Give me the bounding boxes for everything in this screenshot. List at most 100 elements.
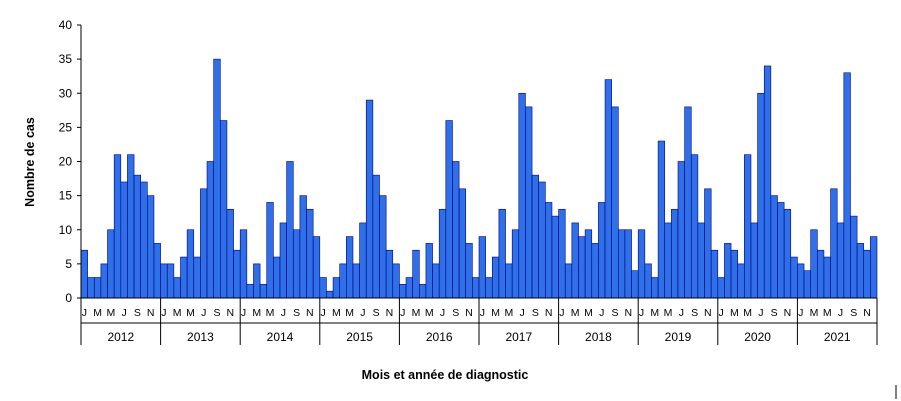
bar	[511, 229, 520, 299]
bar	[684, 106, 692, 299]
bar	[611, 106, 619, 299]
bar	[850, 215, 858, 299]
y-tick-label: 30	[59, 86, 73, 100]
year-label: 2015	[346, 330, 373, 344]
bar	[810, 229, 818, 299]
bar	[319, 277, 327, 299]
bar	[465, 243, 473, 299]
bar	[266, 202, 274, 299]
month-label: S	[213, 307, 220, 319]
year-label: 2020	[744, 330, 771, 344]
month-label: S	[373, 307, 380, 319]
bar	[863, 249, 871, 299]
bar	[617, 229, 626, 299]
bars	[80, 58, 878, 299]
month-label: M	[266, 307, 275, 319]
month-label: M	[504, 307, 513, 319]
bar	[458, 188, 467, 299]
bar	[843, 72, 851, 299]
bar	[120, 181, 128, 299]
month-label: M	[106, 307, 115, 319]
bar	[438, 208, 447, 299]
month-label: J	[599, 307, 604, 319]
y-tick-label: 5	[65, 257, 72, 271]
y-tick-label: 40	[59, 18, 73, 32]
bar	[717, 277, 725, 299]
month-label: J	[201, 307, 206, 319]
month-label: J	[121, 307, 126, 319]
bar	[166, 263, 175, 299]
month-label: M	[425, 307, 434, 319]
bar	[299, 195, 307, 299]
bar	[797, 263, 805, 299]
bar	[624, 229, 632, 299]
bar	[830, 188, 838, 299]
bar	[856, 243, 865, 299]
bar	[432, 263, 440, 299]
month-label: N	[704, 307, 712, 319]
bar	[578, 236, 586, 299]
bar	[93, 277, 102, 299]
bar	[80, 249, 88, 299]
month-label: J	[519, 307, 524, 319]
bar	[445, 120, 453, 299]
bar	[87, 277, 95, 299]
bar	[233, 249, 241, 299]
bar	[525, 106, 533, 299]
bar	[200, 188, 208, 299]
bar	[485, 277, 493, 299]
bar	[564, 263, 573, 299]
month-label: M	[491, 307, 500, 319]
month-label: M	[345, 307, 354, 319]
bar	[538, 181, 546, 299]
bar	[816, 249, 825, 299]
bar	[399, 284, 407, 299]
month-label: M	[730, 307, 739, 319]
bar	[836, 222, 845, 299]
bar	[598, 202, 606, 299]
month-label: N	[863, 307, 871, 319]
month-label: J	[82, 307, 87, 319]
month-label: M	[412, 307, 421, 319]
bar	[870, 236, 878, 299]
month-label: M	[332, 307, 341, 319]
bar	[133, 174, 142, 299]
bar	[306, 208, 314, 299]
month-label: N	[465, 307, 473, 319]
month-label: J	[161, 307, 166, 319]
bar	[763, 65, 772, 299]
bar	[359, 222, 367, 299]
month-label: J	[758, 307, 763, 319]
bar	[737, 263, 745, 299]
bar	[531, 174, 540, 299]
bar	[312, 236, 321, 299]
month-label: N	[624, 307, 632, 319]
month-label: J	[480, 307, 485, 319]
bar	[644, 263, 652, 299]
bar	[418, 284, 427, 299]
month-label: S	[850, 307, 857, 319]
month-label: S	[452, 307, 459, 319]
month-label: J	[281, 307, 286, 319]
bar	[113, 154, 122, 299]
month-label: M	[252, 307, 261, 319]
month-label: J	[798, 307, 803, 319]
bar	[770, 195, 778, 299]
bar	[744, 154, 752, 299]
bar	[571, 222, 579, 299]
bar	[147, 195, 155, 299]
month-label: S	[532, 307, 539, 319]
bar	[803, 270, 811, 299]
y-tick-label: 35	[59, 52, 73, 66]
bar	[180, 256, 188, 299]
year-label: 2016	[426, 330, 453, 344]
y-tick-label: 15	[59, 189, 73, 203]
bar	[472, 277, 480, 299]
month-label: N	[147, 307, 155, 319]
month-label: M	[743, 307, 752, 319]
bar	[220, 120, 228, 299]
bar	[677, 161, 685, 299]
month-label: S	[771, 307, 778, 319]
bar	[750, 222, 758, 299]
